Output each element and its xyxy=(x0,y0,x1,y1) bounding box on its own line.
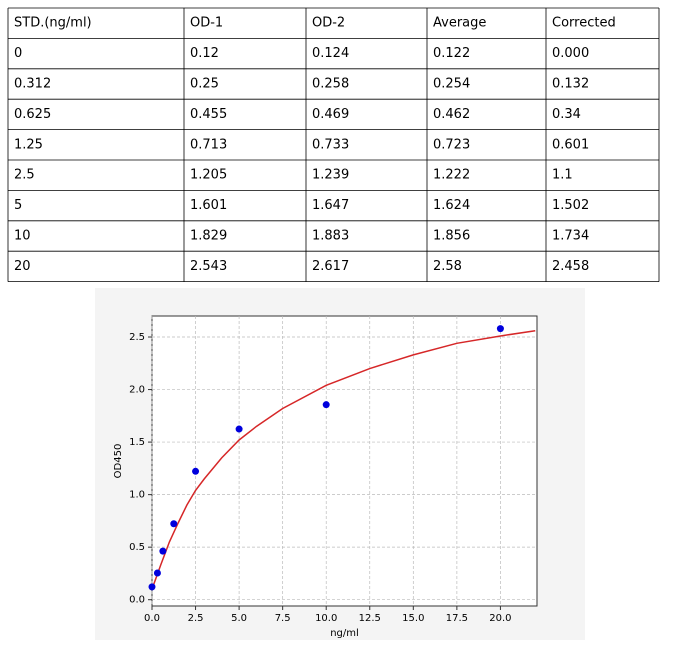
x-tick-label: 20.0 xyxy=(489,613,511,624)
table-cell: 0.713 xyxy=(190,137,227,152)
table-cell: 0.462 xyxy=(433,107,470,122)
table-cell: 2.5 xyxy=(14,168,35,183)
x-tick-label: 10.0 xyxy=(315,613,337,624)
table-cell: 1.647 xyxy=(312,198,349,213)
x-tick-label: 17.5 xyxy=(446,613,468,624)
plot-area xyxy=(151,315,538,607)
x-axis-label: ng/ml xyxy=(330,628,359,639)
table-cell: 5 xyxy=(14,198,22,213)
table-cell: 0.132 xyxy=(552,77,589,92)
table-cell: 1.1 xyxy=(552,168,573,183)
table-cell: 1.205 xyxy=(190,168,227,183)
table-cell: 0.601 xyxy=(552,137,589,152)
table-cell: 2.543 xyxy=(190,259,227,274)
y-tick-label: 0.0 xyxy=(129,595,145,606)
data-point xyxy=(148,583,156,591)
data-point xyxy=(159,547,167,555)
data-point xyxy=(235,425,243,433)
fit-curve xyxy=(151,329,536,590)
table-cell: 1.25 xyxy=(14,137,43,152)
table-cell: 20 xyxy=(14,259,31,274)
table-cell: 1.239 xyxy=(312,168,349,183)
header-cell: STD.(ng/ml) xyxy=(14,16,92,31)
table-cell: 1.502 xyxy=(552,198,589,213)
table-cell: 1.601 xyxy=(190,198,227,213)
data-point xyxy=(170,520,178,528)
table-cell: 0.455 xyxy=(190,107,227,122)
y-tick-label: 2.5 xyxy=(129,332,145,343)
header-cell: OD-1 xyxy=(190,16,223,31)
data-point xyxy=(192,467,200,475)
table-cell: 2.617 xyxy=(312,259,349,274)
table-cell: 0.25 xyxy=(190,77,219,92)
table-cell: 0.723 xyxy=(433,137,470,152)
table-cell: 0.124 xyxy=(312,46,349,61)
table-cell: 0.34 xyxy=(552,107,581,122)
table-cell: 0.469 xyxy=(312,107,349,122)
table-cell: 1.624 xyxy=(433,198,470,213)
data-point xyxy=(322,401,330,409)
table-cell: 0.312 xyxy=(14,77,51,92)
x-tick-label: 12.5 xyxy=(359,613,381,624)
table-cell: 10 xyxy=(14,229,31,244)
table-cell: 1.829 xyxy=(190,229,227,244)
y-tick-label: 1.0 xyxy=(129,490,145,501)
header-cell: Average xyxy=(433,16,486,31)
table-cell: 2.58 xyxy=(433,259,462,274)
table-cell: 0.733 xyxy=(312,137,349,152)
table-cell: 1.734 xyxy=(552,229,589,244)
table-cell: 1.883 xyxy=(312,229,349,244)
table-cell: 0.12 xyxy=(190,46,219,61)
table-cell: 0.258 xyxy=(312,77,349,92)
table-cell: 0 xyxy=(14,46,22,61)
x-tick-label: 0.0 xyxy=(144,613,160,624)
table-cell: 0.625 xyxy=(14,107,51,122)
table-cell: 2.458 xyxy=(552,259,589,274)
y-tick-label: 2.0 xyxy=(129,385,145,396)
data-point xyxy=(153,569,161,577)
y-axis-label: OD450 xyxy=(113,444,124,479)
x-tick-label: 15.0 xyxy=(402,613,424,624)
table-cell: 1.856 xyxy=(433,229,470,244)
x-tick-label: 2.5 xyxy=(188,613,204,624)
data-point xyxy=(496,325,504,333)
x-tick-label: 7.5 xyxy=(275,613,291,624)
table-cell: 0.000 xyxy=(552,46,589,61)
header-cell: Corrected xyxy=(552,16,616,31)
table-cell: 1.222 xyxy=(433,168,470,183)
table-cell: 0.254 xyxy=(433,77,470,92)
y-tick-label: 0.5 xyxy=(129,542,145,553)
header-cell: OD-2 xyxy=(312,16,345,31)
y-tick-label: 1.5 xyxy=(129,437,145,448)
table-cell: 0.122 xyxy=(433,46,470,61)
x-tick-label: 5.0 xyxy=(231,613,247,624)
